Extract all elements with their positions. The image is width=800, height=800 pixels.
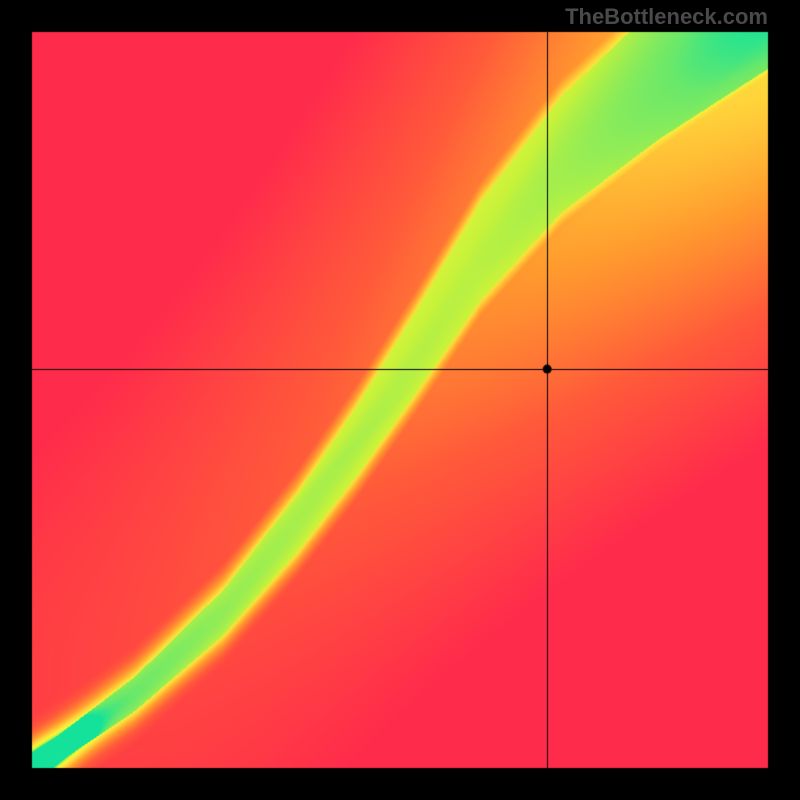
bottleneck-heatmap <box>0 0 800 800</box>
watermark-text: TheBottleneck.com <box>565 4 768 30</box>
chart-container: TheBottleneck.com <box>0 0 800 800</box>
